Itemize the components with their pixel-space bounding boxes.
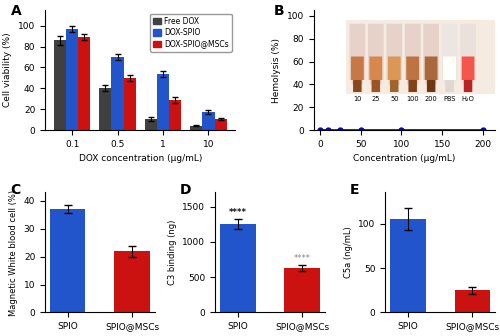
Y-axis label: Hemolysis (%): Hemolysis (%) xyxy=(272,38,281,102)
Bar xyxy=(114,251,150,312)
Text: ****: **** xyxy=(229,208,247,217)
Bar xyxy=(144,119,157,130)
Text: B: B xyxy=(274,4,284,18)
Bar xyxy=(124,78,136,130)
Bar xyxy=(220,224,256,312)
X-axis label: Concentration (μg/mL): Concentration (μg/mL) xyxy=(353,154,456,163)
Text: D: D xyxy=(180,183,192,197)
Bar xyxy=(157,74,169,130)
Bar xyxy=(284,268,320,312)
Bar xyxy=(78,37,90,130)
Y-axis label: Cell viability (%): Cell viability (%) xyxy=(4,33,13,108)
Bar xyxy=(112,57,124,130)
Bar xyxy=(50,209,86,312)
Text: C: C xyxy=(10,183,20,197)
Text: A: A xyxy=(10,4,22,18)
Text: ****: **** xyxy=(294,254,310,263)
Y-axis label: C5a (ng/mL): C5a (ng/mL) xyxy=(344,226,352,278)
Bar xyxy=(66,29,78,130)
Text: E: E xyxy=(350,183,360,197)
Y-axis label: C3 binding (ng): C3 binding (ng) xyxy=(168,220,177,285)
Bar xyxy=(190,126,202,130)
Bar xyxy=(390,219,426,312)
Bar xyxy=(169,100,181,130)
Bar xyxy=(99,88,112,130)
Y-axis label: Magnetic White blood cell (%): Magnetic White blood cell (%) xyxy=(9,190,18,316)
Bar xyxy=(202,112,214,130)
Bar xyxy=(214,119,227,130)
X-axis label: DOX concentration (μg/mL): DOX concentration (μg/mL) xyxy=(78,154,202,163)
Bar xyxy=(54,40,66,130)
Bar xyxy=(454,290,490,312)
Legend: Free DOX, DOX-SPIO, DOX-SPIO@MSCs: Free DOX, DOX-SPIO, DOX-SPIO@MSCs xyxy=(150,14,232,52)
